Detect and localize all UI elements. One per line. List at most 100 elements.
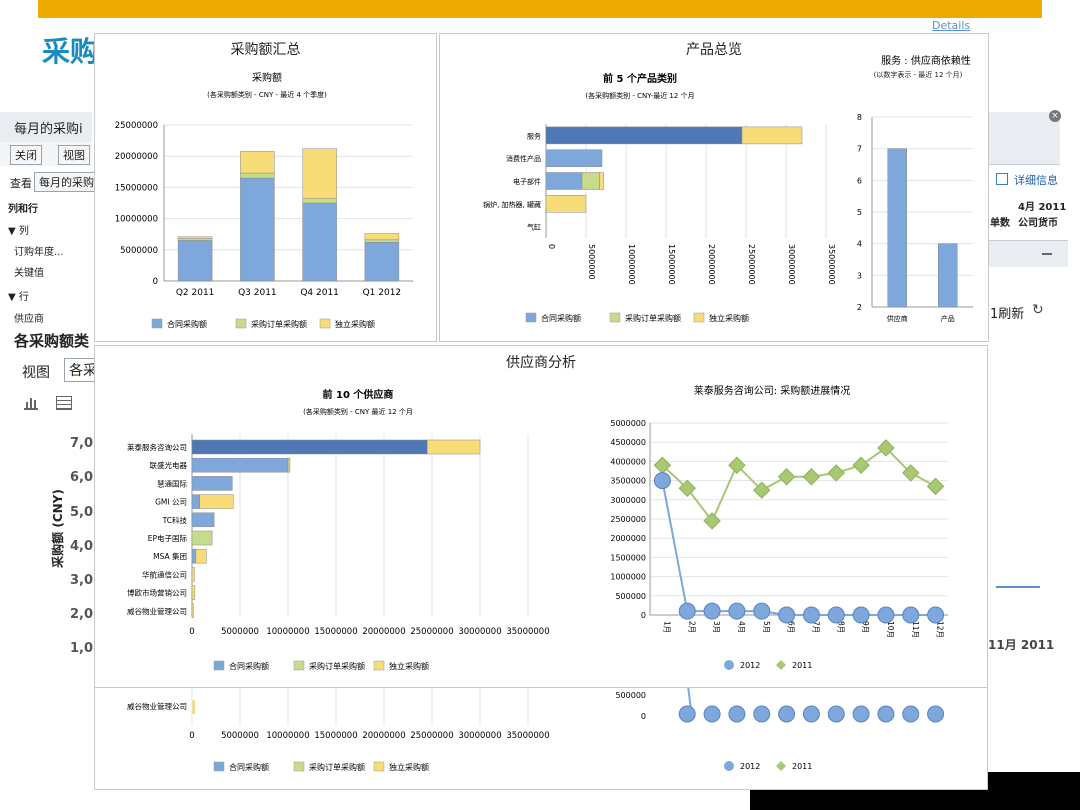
view2-label: 视图	[22, 365, 50, 381]
legend-label: 独立采购额	[389, 762, 429, 772]
legend-swatch	[609, 312, 621, 323]
y-tick-label: 消费性产品	[506, 154, 541, 163]
supplier-analysis-chart: 前 10 个供应商 (各采购额类别 - CNY 最近 12 个月 莱泰服务咨询公…	[127, 384, 948, 671]
legend-swatch	[776, 660, 786, 670]
data-point	[827, 464, 845, 482]
data-point	[902, 606, 920, 624]
data-point	[902, 464, 920, 482]
ghost-legend-label: 2011	[792, 762, 812, 771]
legend-label: 采购订单采购额	[309, 661, 365, 671]
y-tick-label: 3500000	[610, 477, 646, 486]
x-tick-label: Q1 2012	[363, 288, 402, 298]
rows-cols-heading: 列和行	[8, 204, 38, 215]
y-tick-label: 锅炉, 加热器, 罐藏	[483, 200, 541, 209]
data-point	[753, 481, 771, 499]
y-tick-label: 威谷物业管理公司	[127, 606, 187, 616]
ghost-point	[678, 705, 696, 723]
x-tick-label: 9月	[861, 621, 870, 633]
ghost-point	[753, 705, 771, 723]
supplier-chart-title: 前 10 个供应商	[323, 388, 394, 401]
rows-toggle[interactable]: ▼ 行	[8, 292, 29, 303]
bar-segment	[177, 238, 213, 241]
bg-ytick: 4,0	[70, 539, 94, 554]
bar-segment	[191, 530, 213, 546]
y-tick-label: 4000000	[610, 457, 646, 466]
bar-segment	[545, 195, 587, 213]
row-item-supplier[interactable]: 供应商	[14, 314, 44, 325]
dependency-subtitle: (以数字表示 - 最近 12 个月)	[873, 71, 963, 79]
bar-chart-icon[interactable]	[24, 396, 38, 410]
view2-select[interactable]: 各采	[64, 358, 98, 382]
ghost-x-tick: 25000000	[410, 731, 453, 741]
ghost-legend-label: 2012	[740, 762, 760, 771]
y-tick-label: 1000000	[610, 573, 646, 582]
refresh-icon[interactable]: ↻	[1032, 302, 1044, 318]
y-tick-label: 3000000	[610, 496, 646, 505]
bar-segment	[191, 548, 197, 564]
close-button[interactable]: 关闭	[10, 145, 42, 165]
y-tick-label: 华航通信公司	[142, 569, 187, 579]
background-right-toolbar	[988, 240, 1068, 267]
view-select[interactable]: 每月的采购	[34, 172, 98, 192]
x-tick-label: 12月	[936, 621, 945, 638]
product-chart-title: 前 5 个产品类别	[603, 72, 677, 85]
legend-label: 采购订单采购额	[251, 319, 307, 329]
bar-segment	[581, 172, 600, 190]
bg-ytick: 7,0	[70, 436, 94, 451]
refresh-label[interactable]: 1刷新	[990, 307, 1025, 322]
bar-segment	[599, 172, 604, 190]
legend-swatch	[213, 660, 225, 671]
x-tick-label: 0	[547, 244, 556, 249]
y-tick-label: 1500000	[610, 553, 646, 562]
purchase-chart-subtitle: (各采购额类别 - CNY - 最近 4 个季度)	[207, 90, 327, 99]
ghost-x-tick: 5000000	[221, 731, 259, 741]
detail-info-link[interactable]: 详细信息	[1014, 174, 1058, 187]
data-point	[753, 602, 771, 620]
column-item-keyvalue[interactable]: 关键值	[14, 268, 44, 279]
background-toolbar: 关闭 视图	[0, 142, 92, 166]
legend-label: 独立采购额	[709, 313, 749, 323]
x-tick-label: 25000000	[747, 244, 756, 285]
monthly-report-label: 每月的采购i	[14, 122, 83, 137]
purchase-summary-title: 采购额汇总	[230, 42, 301, 58]
supplier-analysis-title: 供应商分析	[506, 355, 576, 371]
x-tick-label: 0	[189, 627, 194, 637]
ghost-x-tick: 20000000	[362, 731, 405, 741]
bar-segment	[426, 439, 481, 455]
section-title: 各采购额类	[14, 332, 90, 350]
y-tick-label: 气缸	[527, 223, 541, 232]
legend-label: 2011	[792, 661, 812, 670]
y-tick-label: 4500000	[610, 438, 646, 447]
y-tick-label: 慧通国际	[157, 478, 187, 488]
y-tick-label: 莱泰服务咨询公司	[127, 442, 187, 452]
bar-segment	[240, 177, 275, 282]
y-tick-label: 5	[857, 208, 862, 217]
x-tick-label: 20000000	[707, 244, 716, 285]
ghost-x-tick: 0	[189, 731, 194, 741]
purchase-summary-chart: 采购额 (各采购额类别 - CNY - 最近 4 个季度) 0 5000000 10…	[115, 71, 413, 329]
x-tick-label: 5月	[762, 621, 771, 633]
x-tick-label: 3月	[712, 621, 721, 633]
y-tick-label: 10000000	[115, 215, 158, 225]
column-item-year[interactable]: 订购年度...	[14, 247, 64, 258]
ghost-y-tick: 500000	[615, 691, 646, 700]
view-button[interactable]: 视图	[58, 145, 90, 165]
data-point	[927, 606, 945, 624]
minimize-icon[interactable]	[1042, 253, 1052, 255]
bar-segment	[545, 149, 603, 167]
bar	[938, 243, 958, 308]
table-icon[interactable]	[56, 396, 72, 410]
background-line-fragment	[996, 586, 1040, 588]
legend-label: 采购订单采购额	[625, 313, 681, 323]
legend-swatch	[319, 318, 331, 329]
bar-segment	[287, 457, 291, 473]
columns-toggle[interactable]: ▼ 列	[8, 226, 29, 237]
details-link[interactable]: Details	[932, 19, 971, 32]
y-tick-label: 25000000	[115, 121, 158, 131]
close-icon[interactable]: ×	[1049, 110, 1061, 122]
detail-info-icon[interactable]	[996, 173, 1008, 185]
y-tick-label: 博欧市场营销公司	[127, 588, 187, 598]
x-tick-label: Q4 2011	[300, 288, 339, 298]
ghost-legend-swatch	[724, 761, 734, 771]
